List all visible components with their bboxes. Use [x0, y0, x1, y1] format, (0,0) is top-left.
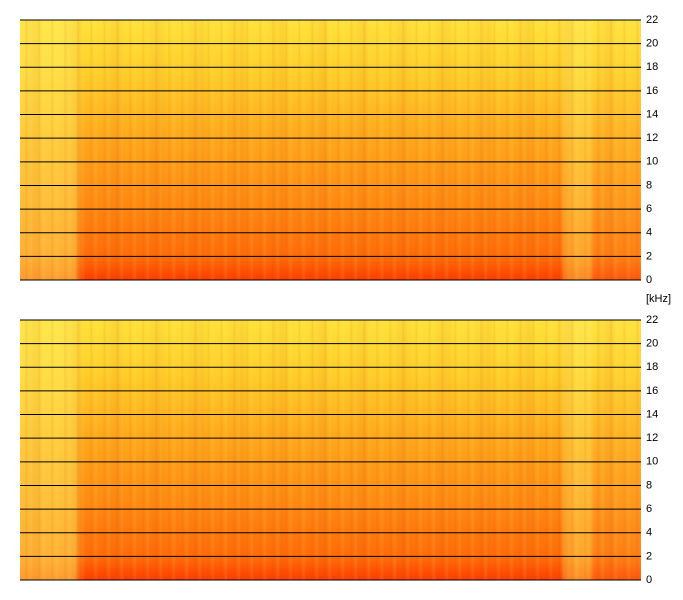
y-tick-label: 2	[646, 250, 652, 262]
y-tick-label: 8	[646, 179, 652, 191]
y-unit-label: [kHz]	[646, 293, 671, 305]
spectrogram-image	[20, 320, 641, 580]
y-tick-label: 2	[646, 550, 652, 562]
y-tick-label: 16	[646, 385, 658, 397]
y-tick-label: 4	[646, 227, 652, 239]
y-tick-label: 14	[646, 408, 658, 420]
y-tick-label: 18	[646, 361, 658, 373]
y-tick-label: 10	[646, 156, 658, 168]
y-tick-label: 22	[646, 14, 658, 26]
y-tick-label: 6	[646, 503, 652, 515]
y-tick-label: 20	[646, 38, 658, 50]
y-tick-label: 10	[646, 456, 658, 468]
y-tick-label: 18	[646, 61, 658, 73]
y-tick-label: 0	[646, 274, 652, 286]
y-tick-label: 22	[646, 314, 658, 326]
y-tick-label: 6	[646, 203, 652, 215]
y-tick-label: 20	[646, 338, 658, 350]
y-tick-label: 12	[646, 432, 658, 444]
y-tick-label: 8	[646, 479, 652, 491]
y-tick-label: 16	[646, 85, 658, 97]
y-tick-label: 12	[646, 132, 658, 144]
spectrogram-image	[20, 20, 641, 280]
y-tick-label: 0	[646, 574, 652, 586]
y-tick-label: 4	[646, 527, 652, 539]
y-tick-label: 14	[646, 108, 658, 120]
